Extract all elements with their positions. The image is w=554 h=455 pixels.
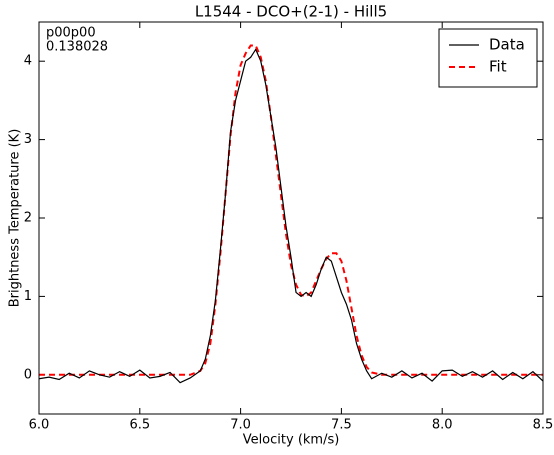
y-axis-label: Brightness Temperature (K) — [8, 129, 23, 308]
legend-box — [438, 28, 538, 88]
x-tick-label: 6.5 — [129, 418, 150, 433]
x-tick-label: 6.0 — [29, 418, 50, 433]
x-axis-label: Velocity (km/s) — [243, 433, 340, 448]
x-tick-label: 7.5 — [331, 418, 352, 433]
legend-label: Data — [489, 36, 525, 54]
data-line — [38, 48, 544, 384]
y-tick-label: 2 — [24, 211, 32, 226]
annotation: 0.138028 — [46, 40, 108, 55]
y-tick-label: 1 — [24, 289, 32, 304]
x-tick-label: 8.0 — [432, 418, 453, 433]
x-tick-label: 8.5 — [533, 418, 554, 433]
legend-label: Fit — [489, 58, 507, 76]
chart-title: L1544 - DCO+(2-1) - Hill5 — [195, 3, 387, 21]
x-tick-label: 7.0 — [230, 418, 251, 433]
annotation: p00p00 — [46, 26, 96, 41]
y-tick-label: 3 — [24, 132, 32, 147]
y-tick-label: 0 — [24, 367, 32, 382]
plot-frame — [38, 21, 544, 415]
y-tick-label: 4 — [24, 54, 32, 69]
data-line — [39, 44, 543, 376]
